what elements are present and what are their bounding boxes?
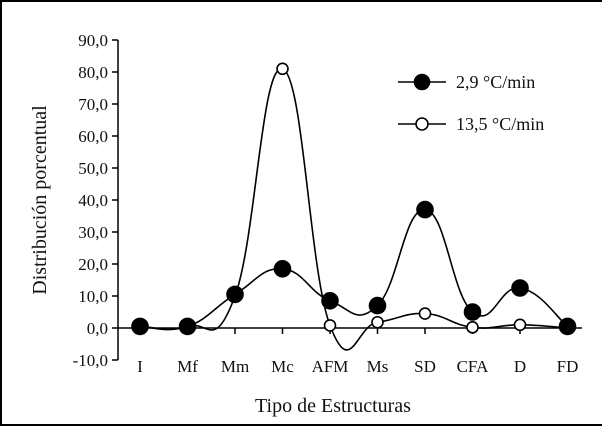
y-tick-label: 80,0	[78, 63, 108, 82]
hollow-point	[513, 318, 527, 332]
y-tick-label: -10,0	[73, 351, 108, 370]
hollow-point	[276, 62, 289, 76]
filled-point	[226, 285, 244, 304]
x-tick-label: Mc	[271, 357, 294, 376]
x-tick-label: Mm	[221, 357, 249, 376]
filled-point	[321, 291, 339, 310]
series-lines	[139, 67, 569, 351]
x-tick-label: Mf	[177, 357, 198, 376]
axes: -10,0 0,0 10,0 20,0 30,0 40,0 50,0 60,0 70,0 80,0…	[73, 31, 582, 376]
y-tick-label: 50,0	[78, 159, 108, 178]
series-markers	[131, 62, 577, 336]
filled-point	[131, 317, 149, 336]
filled-point	[463, 303, 482, 321]
legend-label: 13,5 °C/min	[456, 114, 544, 134]
y-tick-label: 40,0	[78, 191, 108, 210]
hollow-point	[418, 307, 432, 320]
x-tick-label: CFA	[457, 357, 490, 376]
y-tick-label: 60,0	[78, 127, 108, 146]
legend: 2,9 °C/min 13,5 °C/min	[398, 72, 544, 134]
legend-filled-marker	[413, 73, 431, 91]
x-tick-label: D	[514, 357, 526, 376]
y-axis-title: Distribución porcentual	[29, 105, 51, 295]
x-axis-title: Tipo de Estructuras	[255, 395, 411, 417]
hollow-point	[371, 315, 384, 329]
y-tick-label: 20,0	[78, 255, 108, 274]
x-tick-label: Ms	[367, 357, 389, 376]
y-tick-label: 10,0	[78, 287, 108, 306]
series-line	[139, 208, 569, 331]
legend-label: 2,9 °C/min	[456, 72, 535, 92]
filled-point	[511, 279, 529, 297]
legend-hollow-marker	[415, 117, 429, 131]
y-tick-label: 70,0	[78, 95, 108, 114]
x-tick-label: SD	[414, 357, 436, 376]
filled-point	[416, 200, 434, 219]
y-tick-label: 90,0	[78, 31, 108, 50]
x-tick-label: I	[137, 357, 143, 376]
hollow-point	[466, 321, 479, 334]
x-tick-label: FD	[557, 357, 579, 376]
x-tick-label: AFM	[312, 357, 349, 376]
hollow-point	[323, 319, 337, 332]
filled-point	[178, 317, 197, 336]
filled-point	[368, 296, 387, 315]
y-tick-label: 0,0	[87, 319, 108, 338]
filled-point	[273, 259, 292, 278]
series-line	[139, 67, 568, 351]
filled-point	[558, 317, 577, 336]
y-tick-label: 30,0	[78, 223, 108, 242]
